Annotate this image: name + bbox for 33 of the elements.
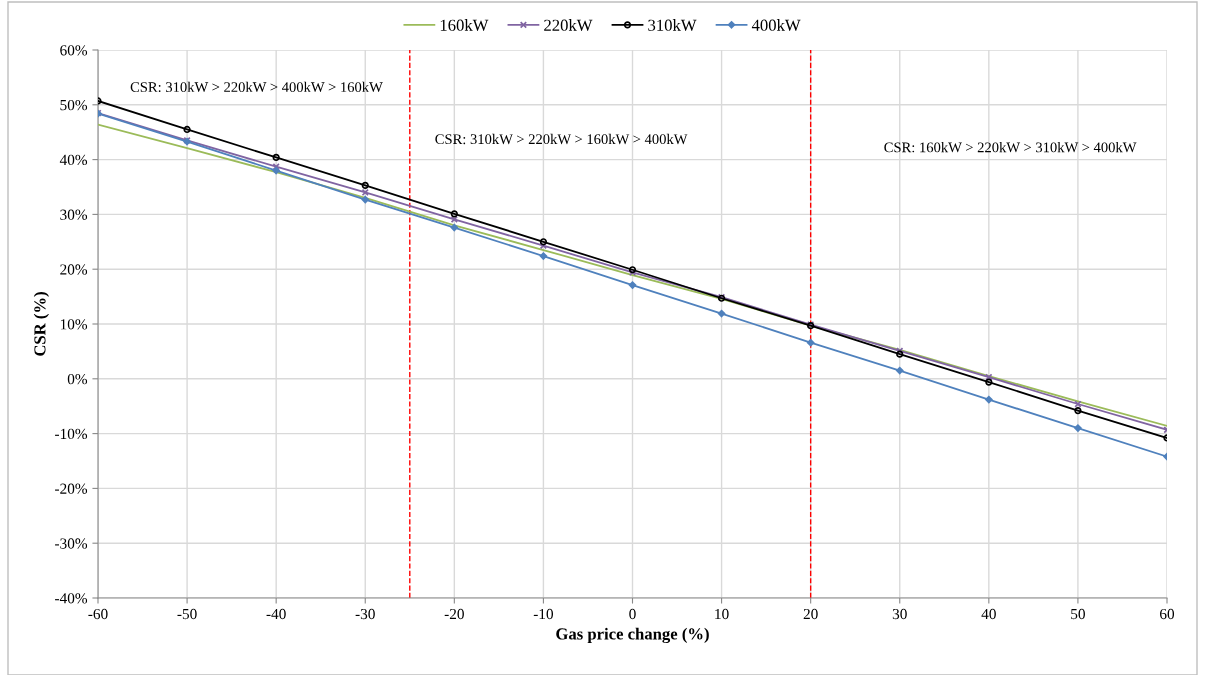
x-tick-label: -40 <box>266 608 286 620</box>
x-tick-label: 40 <box>981 608 996 620</box>
y-tick-label: 50% <box>60 99 88 111</box>
y-axis-title: CSR (%) <box>33 292 49 356</box>
x-tick-label: 30 <box>892 608 907 620</box>
x-tick-label: -30 <box>355 608 375 620</box>
y-tick-label: 40% <box>59 154 88 166</box>
legend-label: 160kW <box>440 19 489 31</box>
x-tick-label: -10 <box>533 608 554 620</box>
legend-label: 400kW <box>751 19 801 31</box>
annotation: CSR: 310kW > 220kW > 160kW > 400kW <box>435 133 688 145</box>
x-tick-label: -20 <box>444 608 464 620</box>
x-tick-label: 50 <box>1071 608 1085 620</box>
y-tick-label: -10% <box>55 428 88 440</box>
y-tick-label: -40% <box>55 593 88 604</box>
x-tick-label: 0 <box>629 608 636 620</box>
x-tick-label: 60 <box>1160 608 1175 620</box>
y-tick-label: 20% <box>60 264 88 275</box>
x-tick-label: 10 <box>715 608 729 620</box>
y-tick-label: 60% <box>60 45 88 56</box>
legend-label: 310kW <box>648 19 697 31</box>
y-tick-label: 0% <box>67 373 88 385</box>
annotation: CSR: 160kW > 220kW > 310kW > 400kW <box>884 142 1137 153</box>
y-tick-label: 30% <box>60 209 88 220</box>
y-tick-label: -30% <box>55 538 88 549</box>
y-tick-label: 10% <box>60 319 88 330</box>
legend-label: 220kW <box>544 19 593 31</box>
x-tick-label: -60 <box>88 608 108 620</box>
x-tick-label: 20 <box>803 608 818 620</box>
y-tick-label: -20% <box>55 483 88 494</box>
x-tick-label: -50 <box>177 608 197 620</box>
annotation: CSR: 310kW > 220kW > 400kW > 160kW <box>130 81 383 93</box>
x-axis-title: Gas price change (%) <box>556 627 709 644</box>
